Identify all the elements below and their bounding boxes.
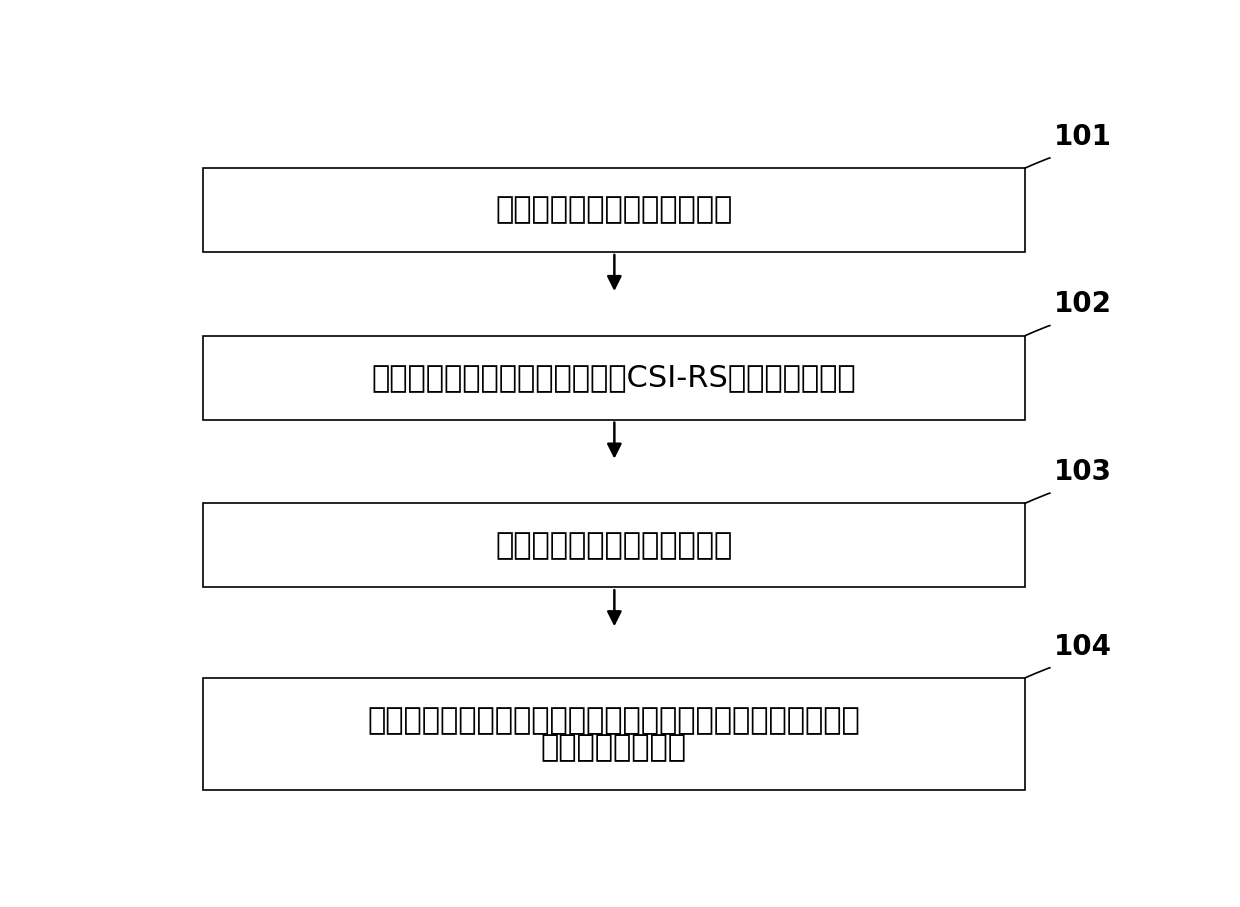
Bar xyxy=(203,336,1024,420)
Text: 行小区选择或重选: 行小区选择或重选 xyxy=(541,733,687,762)
Text: 103: 103 xyxy=(1054,458,1111,486)
Text: 配置两套小区选择或重选参数: 配置两套小区选择或重选参数 xyxy=(495,531,733,560)
Bar xyxy=(203,503,1024,587)
Text: 104: 104 xyxy=(1054,632,1111,660)
Text: 102: 102 xyxy=(1054,290,1111,318)
Text: 当终端设备在空闲态下时，测量CSI-RS，得到测量结果: 当终端设备在空闲态下时，测量CSI-RS，得到测量结果 xyxy=(372,363,856,392)
Bar xyxy=(203,168,1024,252)
Bar xyxy=(203,678,1024,790)
Text: 101: 101 xyxy=(1054,122,1111,151)
Text: 从测量结果中选择出对应的已配置的小区选择或重选参数，进: 从测量结果中选择出对应的已配置的小区选择或重选参数，进 xyxy=(367,707,861,736)
Text: 接收网络设备发送的配置信息: 接收网络设备发送的配置信息 xyxy=(495,196,733,225)
